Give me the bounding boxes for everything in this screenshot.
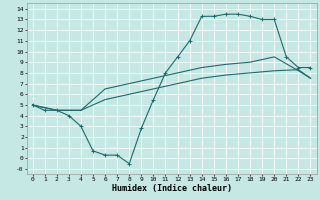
X-axis label: Humidex (Indice chaleur): Humidex (Indice chaleur) [112,184,232,193]
